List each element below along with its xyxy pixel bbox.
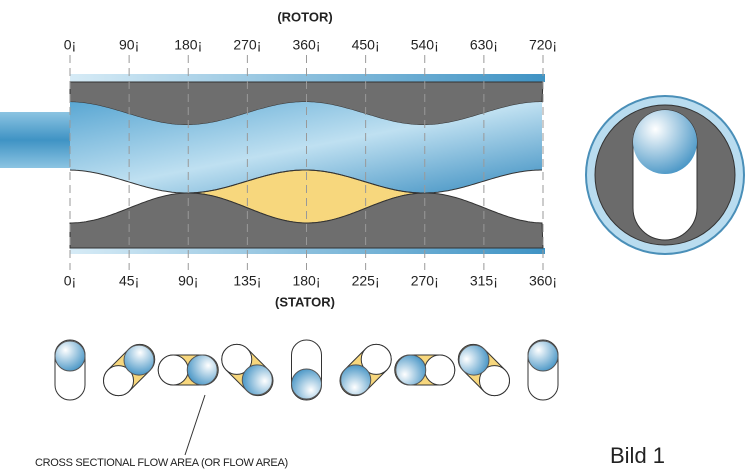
bottom-bar — [70, 248, 545, 254]
stator-tick: 270¡ — [411, 273, 439, 289]
stator-tick: 45¡ — [119, 273, 139, 289]
section-icon — [157, 354, 219, 386]
icon-rotor — [291, 368, 322, 400]
caption: CROSS SECTIONAL FLOW AREA (OR FLOW AREA) — [35, 457, 288, 469]
section-icon — [457, 343, 510, 397]
end-view — [585, 95, 745, 255]
rotor-tick: 540¡ — [411, 37, 439, 53]
stator-tick: 135¡ — [233, 273, 261, 289]
inlet-pipe — [0, 112, 72, 168]
rotor-tick: 630¡ — [470, 37, 498, 53]
rotor-edge — [69, 169, 542, 194]
stator-label: (STATOR) — [275, 294, 335, 309]
stator-tick: 180¡ — [292, 273, 320, 289]
section-icon — [54, 339, 86, 401]
rotor-tick: 360¡ — [292, 37, 320, 53]
stator-tick: 0¡ — [64, 273, 76, 289]
icon-open — [424, 354, 456, 386]
end-rotor — [633, 110, 697, 174]
stator-tick: 90¡ — [178, 273, 198, 289]
icon-rotor — [395, 354, 427, 386]
rotor-tick: 450¡ — [352, 37, 380, 53]
stator-bottom — [69, 192, 544, 249]
icon-open — [157, 354, 189, 386]
section-icon — [527, 339, 559, 401]
icon-rotor — [241, 364, 273, 396]
leader-line — [184, 394, 206, 456]
section-icon — [291, 339, 322, 401]
rotor-tick: 90¡ — [119, 37, 139, 53]
rotor-tick: 0¡ — [64, 37, 76, 53]
stator-tick: 225¡ — [352, 273, 380, 289]
section-icon — [339, 343, 392, 397]
rotor-tick: 270¡ — [233, 37, 261, 53]
icon-rotor — [123, 344, 155, 376]
top-bar — [70, 74, 545, 82]
section-icon — [221, 343, 274, 397]
icon-rotor — [527, 340, 559, 372]
icon-rotor — [340, 364, 372, 396]
section-icon — [103, 343, 156, 397]
rotor-label: (ROTOR) — [277, 9, 332, 24]
rotor-tick: 180¡ — [174, 37, 202, 53]
stator-tick: 315¡ — [470, 273, 498, 289]
rotor-tick: 720¡ — [529, 37, 557, 53]
icon-rotor — [186, 354, 218, 386]
icon-rotor — [458, 344, 490, 376]
icon-rotor — [54, 340, 86, 372]
section-icon — [394, 354, 456, 386]
figure-label: Bild 1 — [610, 443, 665, 468]
pump-section — [0, 74, 545, 254]
stator-tick: 360¡ — [529, 273, 557, 289]
